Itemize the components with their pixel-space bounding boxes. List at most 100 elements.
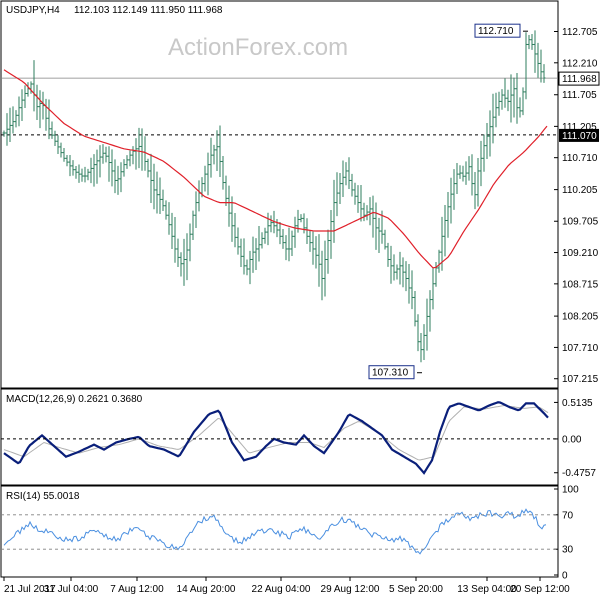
price-bar bbox=[80, 168, 84, 182]
price-bar bbox=[278, 222, 282, 245]
macd-line bbox=[3, 401, 549, 475]
price-tick-label: 108.205 bbox=[562, 312, 599, 323]
price-bar bbox=[107, 146, 111, 182]
time-tick-label: 14 Aug 20:00 bbox=[177, 584, 236, 595]
price-bar bbox=[533, 30, 537, 73]
price-bar bbox=[104, 146, 108, 163]
price-bar bbox=[377, 217, 381, 253]
rsi-title: RSI(14) 55.0018 bbox=[6, 491, 80, 502]
price-bar bbox=[473, 172, 477, 210]
current-price-label: 111.968 bbox=[562, 74, 597, 85]
moving-average-line bbox=[3, 69, 548, 269]
price-bar bbox=[374, 202, 378, 250]
price-bar bbox=[518, 97, 522, 118]
price-bar bbox=[128, 150, 132, 167]
price-bar bbox=[242, 238, 246, 275]
low-label-box bbox=[368, 365, 415, 380]
price-bar bbox=[176, 238, 180, 267]
price-bar bbox=[149, 153, 153, 203]
price-bar bbox=[74, 166, 78, 179]
price-bar bbox=[20, 89, 24, 121]
price-bar bbox=[350, 173, 354, 197]
price-bar bbox=[287, 227, 291, 262]
price-bar bbox=[335, 172, 339, 217]
price-bar bbox=[227, 185, 231, 227]
price-bar bbox=[398, 251, 402, 285]
price-bar bbox=[113, 159, 117, 194]
price-bar bbox=[119, 162, 123, 193]
price-bar bbox=[284, 235, 288, 261]
price-bar bbox=[254, 238, 258, 270]
rsi-tick-label: 0 bbox=[562, 571, 568, 582]
price-bar bbox=[224, 175, 228, 206]
price-tick-label: 107.710 bbox=[562, 343, 599, 354]
watermark: ActionForex.com bbox=[168, 34, 348, 61]
price-bar bbox=[209, 137, 213, 178]
macd-tick-label: -0.4757 bbox=[562, 468, 596, 479]
price-bar bbox=[539, 49, 543, 83]
price-bar bbox=[41, 91, 45, 120]
price-bar bbox=[122, 159, 126, 177]
price-bar bbox=[455, 163, 459, 195]
time-tick-label: 13 Sep 04:00 bbox=[457, 584, 517, 595]
price-bar bbox=[14, 110, 18, 128]
price-bar bbox=[95, 149, 99, 184]
price-bar bbox=[347, 157, 351, 189]
price-bar bbox=[314, 236, 318, 269]
price-bar bbox=[167, 202, 171, 235]
price-bar bbox=[158, 177, 162, 214]
price-bar bbox=[389, 245, 393, 284]
price-bar bbox=[50, 121, 54, 139]
macd-title: MACD(12,26,9) 0.2621 0.3680 bbox=[6, 394, 143, 405]
price-bar bbox=[44, 98, 48, 131]
price-bar bbox=[386, 242, 390, 267]
price-bar bbox=[299, 214, 303, 223]
price-bar bbox=[173, 216, 177, 263]
price-bar bbox=[368, 197, 372, 226]
time-tick-label: 7 Aug 12:00 bbox=[110, 584, 164, 595]
price-bar bbox=[68, 154, 72, 177]
price-bar bbox=[353, 182, 357, 205]
price-bar bbox=[500, 89, 504, 110]
price-bar bbox=[59, 142, 63, 158]
price-tick-label: 112.705 bbox=[562, 27, 598, 38]
price-bar bbox=[305, 218, 309, 244]
price-bar bbox=[146, 158, 150, 178]
price-bar bbox=[212, 144, 216, 165]
macd-panel-frame bbox=[0, 388, 559, 486]
price-bar bbox=[134, 138, 138, 170]
price-bar bbox=[419, 333, 423, 363]
price-bar bbox=[116, 165, 120, 195]
price-tick-label: 107.215 bbox=[562, 374, 599, 385]
price-bar bbox=[152, 163, 156, 210]
price-bar bbox=[302, 213, 306, 234]
price-bar bbox=[293, 216, 297, 248]
price-bar bbox=[494, 92, 498, 128]
price-bar bbox=[356, 185, 360, 213]
price-bar bbox=[53, 130, 57, 146]
price-bar bbox=[77, 164, 81, 183]
price-bar bbox=[470, 154, 474, 196]
price-bar bbox=[338, 173, 342, 204]
price-bar bbox=[320, 250, 324, 301]
price-bar bbox=[359, 184, 363, 222]
rsi-panel-frame bbox=[0, 485, 559, 578]
price-bar bbox=[488, 110, 492, 157]
price-tick-label: 109.210 bbox=[562, 248, 599, 259]
price-bar bbox=[317, 234, 321, 287]
macd-signal-line bbox=[3, 404, 549, 461]
price-bar bbox=[476, 157, 480, 207]
price-bar bbox=[251, 236, 255, 273]
price-bar bbox=[131, 146, 135, 165]
price-bar bbox=[86, 168, 90, 181]
price-bar bbox=[497, 91, 501, 116]
price-bar bbox=[17, 96, 21, 127]
price-tick-label: 110.710 bbox=[562, 153, 598, 164]
price-bar bbox=[380, 210, 384, 244]
price-bar bbox=[506, 89, 510, 112]
price-bar bbox=[461, 165, 465, 182]
high-label: 112.710 bbox=[478, 26, 514, 37]
price-bar bbox=[164, 200, 168, 220]
time-tick-label: 21 Jul 2017 bbox=[4, 584, 56, 595]
